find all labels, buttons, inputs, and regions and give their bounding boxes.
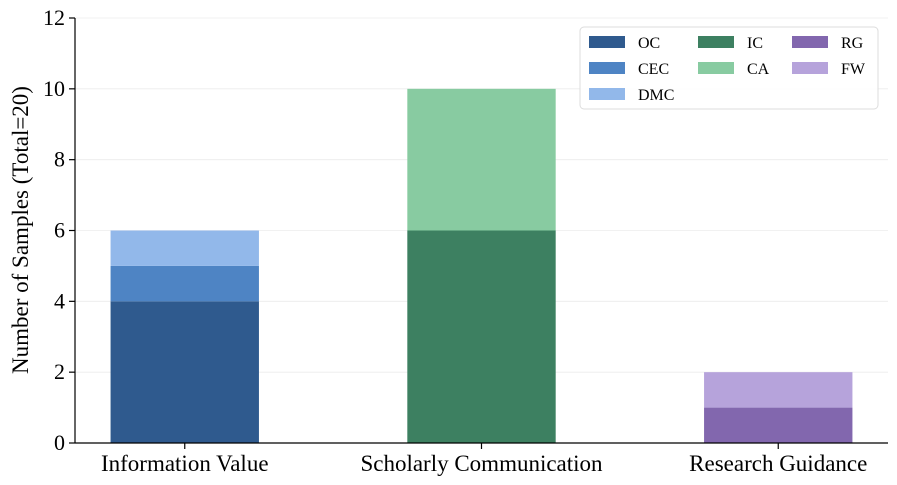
y-tick-label: 10 — [43, 76, 65, 101]
legend-swatch-fw — [792, 62, 828, 74]
y-tick-label: 4 — [54, 288, 65, 313]
bar-information-value-cec — [110, 265, 259, 302]
x-tick-label: Scholarly Communication — [360, 451, 603, 476]
legend-swatch-oc — [589, 36, 625, 48]
legend-swatch-cec — [589, 62, 625, 74]
y-tick-label: 0 — [54, 430, 65, 455]
legend-swatch-rg — [792, 36, 828, 48]
bar-research-guidance-rg — [704, 407, 853, 443]
bar-scholarly-communication-ic — [407, 230, 556, 443]
x-tick-label: Information Value — [101, 451, 269, 476]
legend-swatch-dmc — [589, 88, 625, 100]
legend: OC CEC DMC IC CA RG FW — [579, 26, 879, 110]
legend-label-rg: RG — [841, 35, 864, 52]
legend-label-fw: FW — [841, 61, 866, 78]
bars — [110, 88, 853, 443]
y-tick-label: 6 — [54, 218, 65, 243]
legend-label-dmc: DMC — [638, 87, 674, 104]
x-tick-label: Research Guidance — [689, 451, 867, 476]
bar-research-guidance-fw — [704, 372, 853, 408]
y-axis-label: Number of Samples (Total=20) — [8, 86, 33, 374]
legend-label-ic: IC — [747, 35, 763, 52]
legend-label-oc: OC — [638, 35, 660, 52]
y-tick-label: 2 — [54, 359, 65, 384]
bar-information-value-dmc — [110, 230, 259, 266]
y-tick-label: 12 — [43, 5, 65, 30]
bar-information-value-oc — [110, 301, 259, 443]
y-ticks: 0 2 4 6 8 10 12 — [43, 5, 75, 455]
legend-label-ca: CA — [747, 61, 770, 78]
x-ticks: Information Value Scholarly Communication… — [101, 443, 867, 476]
legend-swatch-ca — [698, 62, 734, 74]
bar-scholarly-communication-ca — [407, 88, 556, 231]
legend-swatch-ic — [698, 36, 734, 48]
legend-label-cec: CEC — [638, 61, 669, 78]
y-tick-label: 8 — [54, 147, 65, 172]
